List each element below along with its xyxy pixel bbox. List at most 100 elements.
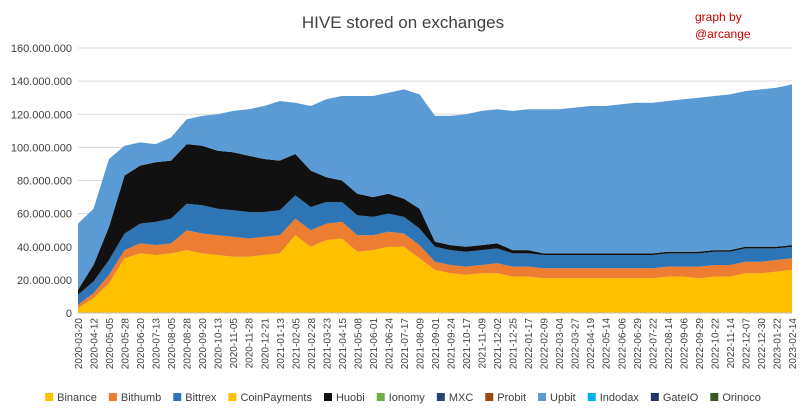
legend-item-orinoco: Orinoco — [710, 392, 761, 404]
x-tick-label: 2020-05-28 — [121, 318, 132, 370]
legend-label: Ionomy — [389, 392, 426, 404]
legend-label: Orinoco — [722, 392, 761, 404]
legend-swatch — [538, 393, 547, 401]
x-tick-label: 2021-11-09 — [478, 318, 489, 369]
x-tick-label: 2020-08-28 — [183, 318, 194, 370]
x-tick-label: 2020-04-12 — [90, 318, 101, 370]
x-tick-label: 2020-03-20 — [74, 318, 85, 370]
x-tick-label: 2021-02-05 — [291, 318, 302, 370]
x-tick-label: 2022-01-17 — [524, 318, 535, 370]
legend-item-upbit: Upbit — [538, 392, 576, 404]
x-tick-label: 2020-07-13 — [152, 318, 163, 370]
legend-item-ionomy: Ionomy — [376, 392, 426, 404]
x-tick-label: 2021-07-17 — [400, 318, 411, 370]
legend-item-bithumb: Bithumb — [108, 392, 161, 404]
credit-line-2: @arcange — [695, 27, 751, 41]
x-tick-label: 2022-03-04 — [555, 318, 566, 370]
x-tick-label: 2021-09-01 — [431, 318, 442, 370]
legend-item-coinpayments: CoinPayments — [228, 392, 312, 404]
legend-item-mxc: MXC — [436, 392, 474, 404]
chart-credit: graph by @arcange — [695, 9, 751, 43]
x-tick-label: 2021-09-24 — [447, 318, 458, 370]
y-tick-label: 0 — [66, 308, 72, 320]
legend-label: CoinPayments — [240, 392, 312, 404]
y-tick-label: 40.000.000 — [17, 242, 72, 254]
legend-swatch — [587, 393, 596, 401]
legend: Binance Bithumb Bittrex CoinPayments Huobi Io… — [45, 392, 761, 404]
y-tick-label: 20.000.000 — [17, 275, 72, 287]
legend-swatch — [710, 393, 719, 401]
series-area-binance — [78, 235, 792, 313]
legend-label: GateIO — [663, 392, 699, 404]
x-tick-label: 2020-08-05 — [167, 318, 178, 370]
x-tick-label: 2022-08-14 — [664, 318, 675, 370]
series-area-huobi — [78, 144, 792, 295]
x-tick-label: 2022-03-27 — [571, 318, 582, 370]
legend-swatch — [650, 393, 659, 401]
x-tick-label: 2020-05-05 — [105, 318, 116, 370]
legend-label: Indodax — [600, 392, 640, 404]
legend-item-indodax: Indodax — [587, 392, 640, 404]
legend-swatch — [376, 393, 385, 401]
x-tick-label: 2022-06-06 — [617, 318, 628, 370]
x-tick-label: 2021-06-01 — [369, 318, 380, 370]
legend-item-gateio: GateIO — [650, 392, 699, 404]
x-tick-label: 2022-10-22 — [710, 318, 721, 370]
x-tick-label: 2020-06-20 — [136, 318, 147, 370]
legend-item-bittrex: Bittrex — [173, 392, 217, 404]
x-tick-label: 2021-01-13 — [276, 318, 287, 370]
series-area-upbit — [78, 84, 792, 290]
x-tick-label: 2021-12-25 — [509, 318, 520, 370]
legend-swatch — [45, 393, 54, 401]
legend-swatch — [173, 393, 182, 401]
legend-swatch — [485, 393, 494, 401]
x-tick-label: 2022-12-30 — [757, 318, 768, 370]
y-tick-label: 120.000.000 — [11, 109, 72, 121]
x-tick-label: 2020-11-28 — [245, 318, 256, 369]
x-tick-label: 2023-01-22 — [773, 318, 784, 370]
x-tick-label: 2021-08-09 — [416, 318, 427, 370]
x-tick-label: 2021-02-28 — [307, 318, 318, 370]
legend-label: Binance — [57, 392, 97, 404]
y-tick-label: 140.000.000 — [11, 76, 72, 88]
legend-swatch — [228, 393, 237, 401]
series-area-bittrex — [78, 195, 792, 305]
legend-swatch — [436, 393, 445, 401]
legend-label: Upbit — [550, 392, 576, 404]
x-tick-label: 2022-11-14 — [726, 318, 737, 369]
legend-label: MXC — [449, 392, 474, 404]
legend-item-probit: Probit — [485, 392, 526, 404]
legend-swatch — [323, 393, 332, 401]
legend-item-binance: Binance — [45, 392, 97, 404]
chart-title: HIVE stored on exchanges — [302, 13, 504, 32]
x-tick-label: 2021-06-24 — [384, 318, 395, 370]
legend-label: Huobi — [336, 392, 365, 404]
legend-label: Probit — [497, 392, 526, 404]
y-tick-label: 80.000.000 — [17, 176, 72, 188]
x-tick-label: 2020-12-21 — [260, 318, 271, 370]
x-tick-label: 2022-02-09 — [540, 318, 551, 370]
x-tick-label: 2020-11-05 — [229, 318, 240, 369]
series-area-bithumb — [78, 218, 792, 308]
x-tick-label: 2021-04-15 — [338, 318, 349, 370]
y-tick-label: 160.000.000 — [11, 43, 72, 55]
x-tick-label: 2020-10-13 — [214, 318, 225, 370]
x-tick-label: 2021-05-08 — [353, 318, 364, 370]
x-tick-label: 2022-12-07 — [741, 318, 752, 370]
axes: 0 20.000.000 40.000.000 60.000.000 80.000.00… — [11, 43, 799, 369]
legend-label: Bittrex — [185, 392, 217, 404]
legend-label: Bithumb — [121, 392, 161, 404]
x-tick-label: 2022-04-19 — [586, 318, 597, 370]
x-tick-label: 2022-06-29 — [633, 318, 644, 370]
y-tick-label: 60.000.000 — [17, 209, 72, 221]
x-tick-label: 2020-09-20 — [198, 318, 209, 370]
x-tick-label: 2022-09-29 — [695, 318, 706, 370]
x-tick-label: 2021-10-17 — [462, 318, 473, 370]
x-tick-label: 2022-09-06 — [679, 318, 690, 370]
legend-item-huobi: Huobi — [323, 392, 365, 404]
credit-line-1: graph by — [695, 10, 742, 24]
legend-swatch — [108, 393, 117, 401]
x-tick-label: 2022-05-14 — [602, 318, 613, 370]
